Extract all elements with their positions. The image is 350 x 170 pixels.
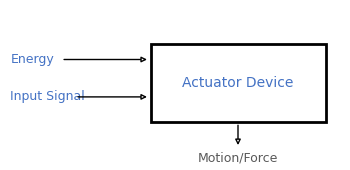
- Text: Motion/Force: Motion/Force: [198, 152, 278, 165]
- Text: Actuator Device: Actuator Device: [182, 76, 294, 90]
- Text: Energy: Energy: [10, 53, 54, 66]
- Text: Input Signal: Input Signal: [10, 90, 85, 103]
- Bar: [150, 44, 326, 122]
